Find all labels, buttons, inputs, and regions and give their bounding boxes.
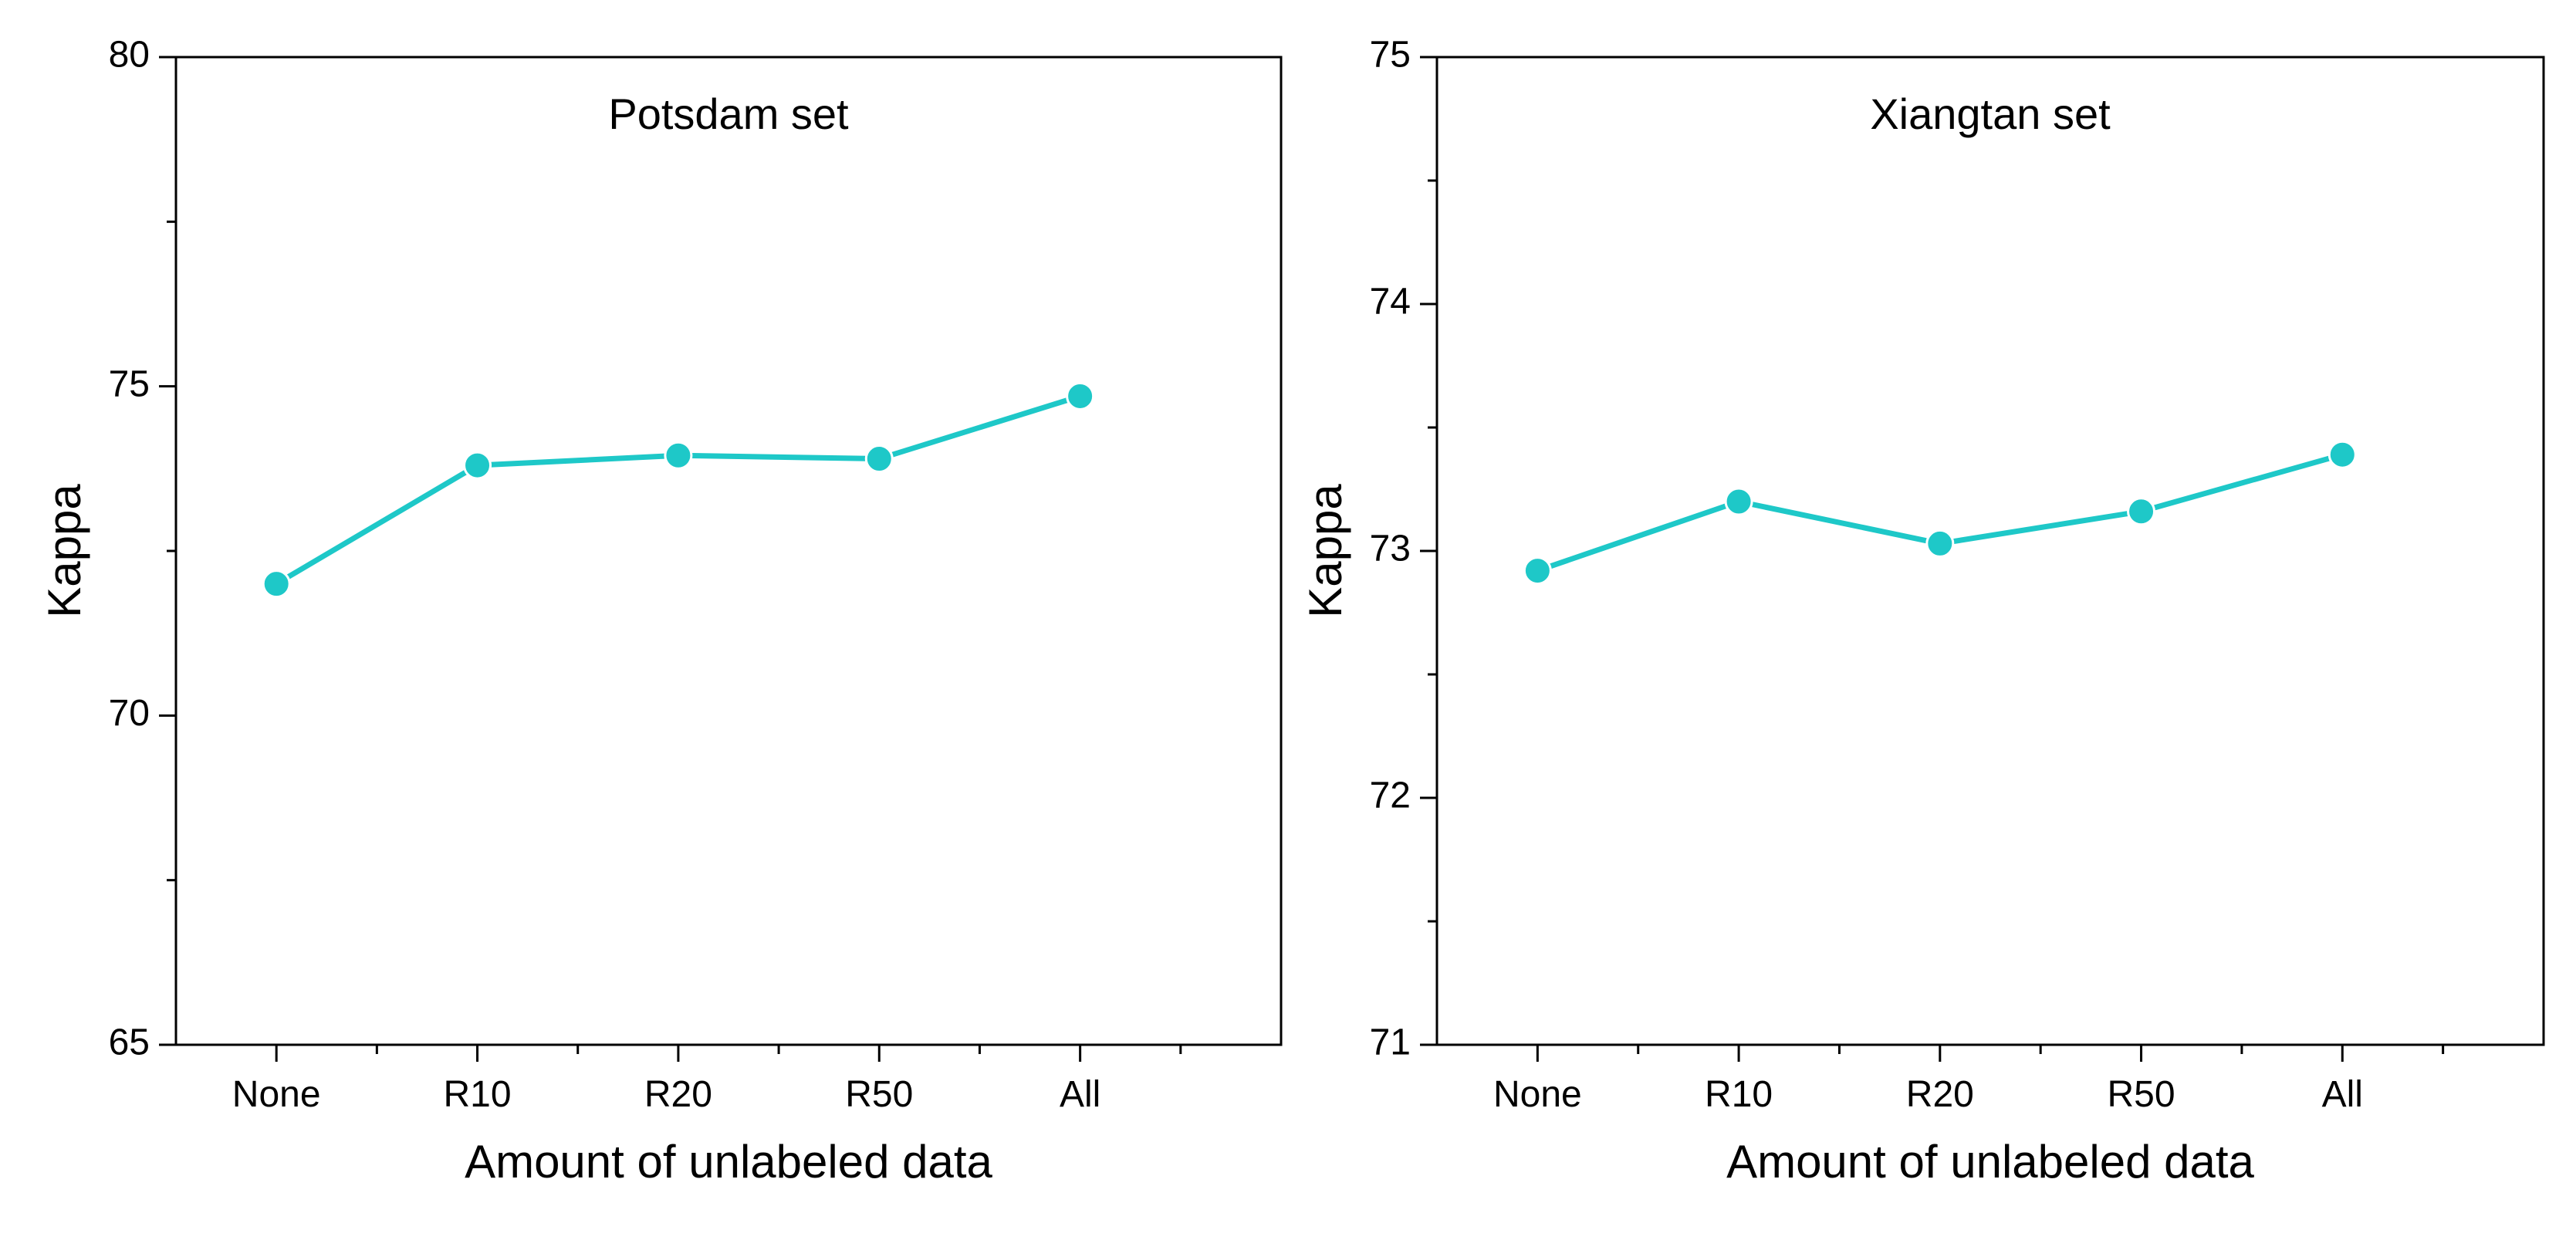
data-point <box>1925 529 1955 558</box>
x-tick-label: R10 <box>1705 1074 1773 1115</box>
chart-panel-potsdam: Potsdam set Amount of unlabeled data Kap… <box>39 35 1283 1188</box>
x-tick-label: None <box>1493 1074 1582 1115</box>
plot-marks: 71 72 73 74 75 None R10 R20 R50 All <box>1370 35 2545 1115</box>
x-tick-label: R10 <box>444 1074 512 1115</box>
y-tick-label: 73 <box>1370 529 1411 569</box>
x-tick-label: R20 <box>1906 1074 1974 1115</box>
chart-title: Potsdam set <box>608 90 849 138</box>
x-axis-label: Amount of unlabeled data <box>465 1136 992 1188</box>
chart-panel-xiangtan: Xiangtan set Amount of unlabeled data Ka… <box>1300 35 2545 1188</box>
x-tick-label: R50 <box>845 1074 913 1115</box>
plot-marks: 65 70 75 80 None R10 R20 R50 All <box>109 35 1283 1115</box>
data-point <box>463 451 492 480</box>
data-point <box>2127 497 2156 526</box>
y-tick-label: 74 <box>1370 282 1411 323</box>
chart-title: Xiangtan set <box>1870 90 2111 138</box>
x-tick-label: None <box>232 1074 321 1115</box>
data-point <box>262 569 291 599</box>
y-tick-label: 80 <box>109 35 150 76</box>
y-axis-label: Kappa <box>1300 484 1351 618</box>
x-tick-label: R20 <box>644 1074 712 1115</box>
x-tick-label: All <box>1060 1074 1100 1115</box>
data-point <box>2328 440 2357 469</box>
y-axis-label: Kappa <box>39 484 90 618</box>
x-axis-label: Amount of unlabeled data <box>1726 1136 2254 1188</box>
plot-frame <box>174 56 1283 1046</box>
data-point <box>1523 556 1552 586</box>
data-point <box>864 444 894 474</box>
x-tick-label: All <box>2322 1074 2363 1115</box>
y-tick-label: 70 <box>109 693 150 734</box>
x-tick-label: R50 <box>2108 1074 2175 1115</box>
data-point <box>664 441 693 470</box>
y-tick-label: 75 <box>109 363 150 404</box>
data-point <box>1066 381 1095 411</box>
y-tick-label: 71 <box>1370 1022 1411 1063</box>
y-tick-label: 72 <box>1370 775 1411 816</box>
y-tick-label: 65 <box>109 1022 150 1063</box>
series-line <box>275 394 1081 586</box>
data-point <box>1724 487 1753 516</box>
y-tick-label: 75 <box>1370 35 1411 76</box>
